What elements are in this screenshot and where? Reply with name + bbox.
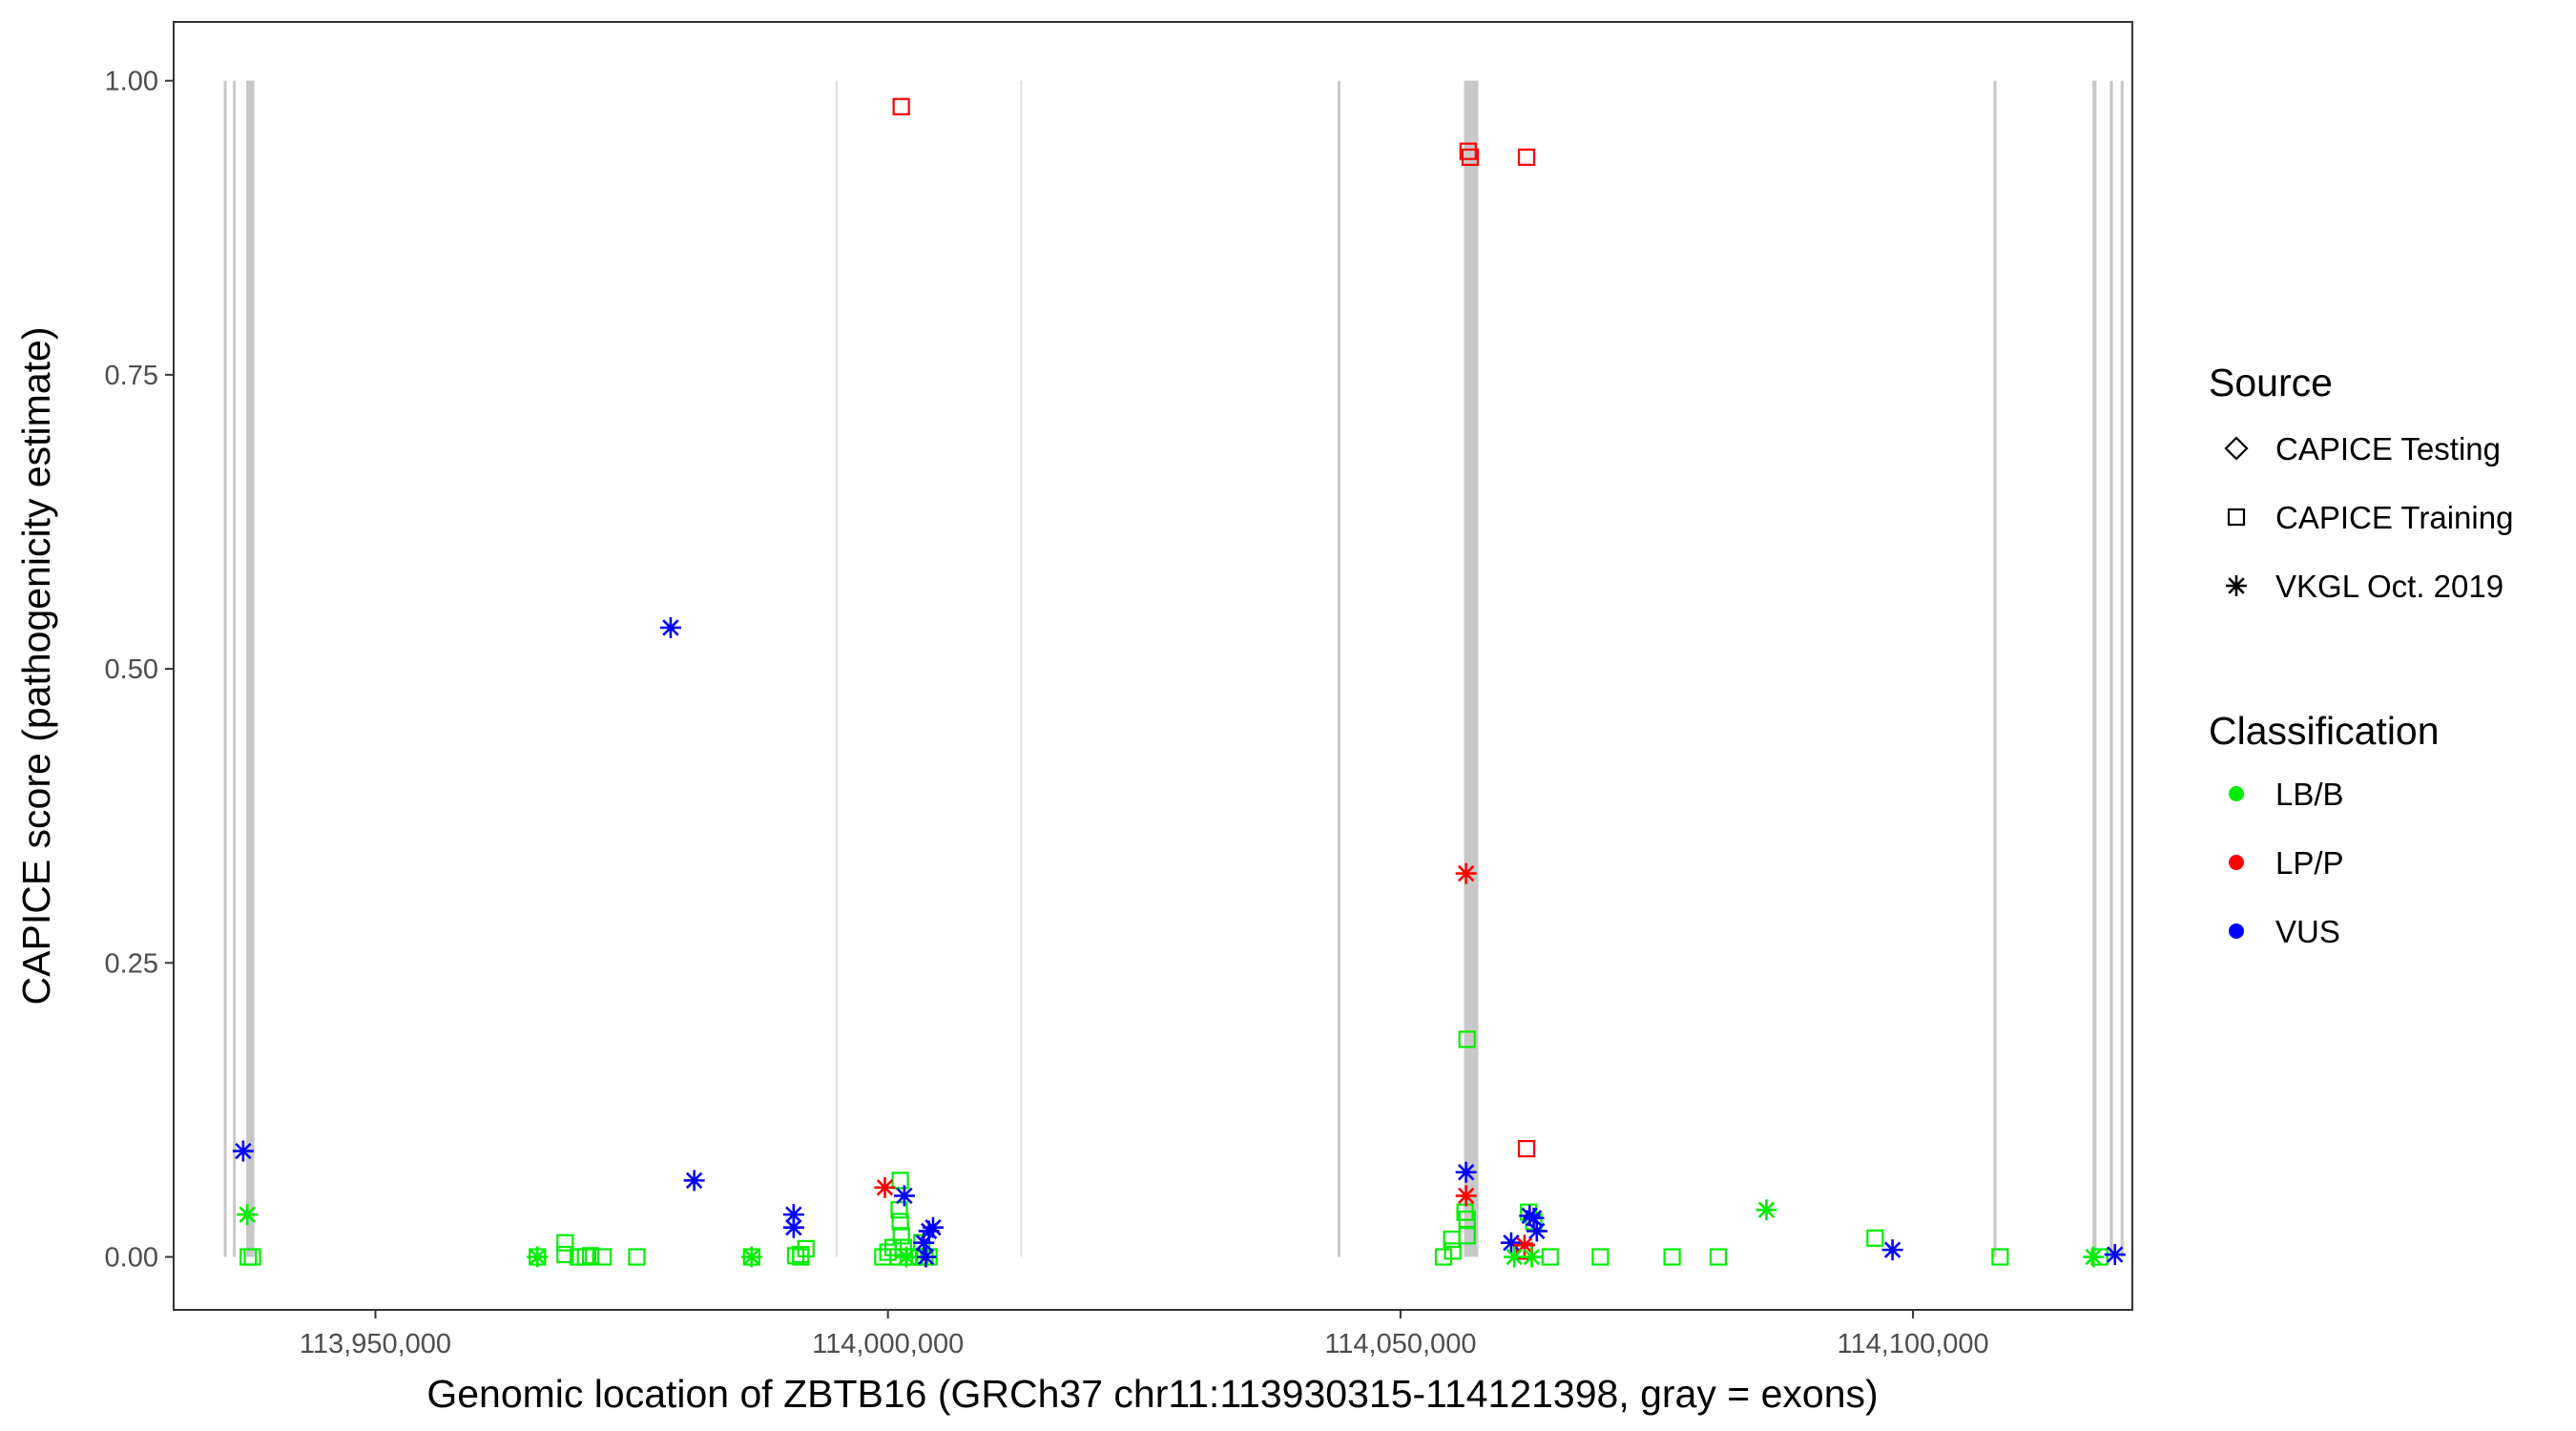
legend-source-key [2227, 508, 2246, 527]
data-point [1459, 142, 1477, 160]
data-point [797, 1239, 815, 1257]
data-point [556, 1234, 574, 1252]
x-tick-label: 113,950,000 [300, 1329, 451, 1359]
legend-classification-title: Classification [2209, 709, 2440, 753]
data-point [1444, 1242, 1462, 1260]
data-point [1521, 1246, 1543, 1268]
data-point [527, 1246, 549, 1268]
x-tick-label: 114,050,000 [1324, 1329, 1476, 1359]
data-point [1517, 1139, 1536, 1158]
data-point [782, 1216, 804, 1238]
data-point [628, 1248, 646, 1266]
data-point [879, 1243, 897, 1261]
data-point [1881, 1239, 1903, 1261]
data-point [582, 1247, 600, 1265]
x-tick-label: 114,100,000 [1838, 1329, 1989, 1359]
exon-band [246, 80, 255, 1257]
data-point [593, 1248, 613, 1266]
x-axis: 113,950,000 114,000,000 114,050,000 114,100… [300, 1310, 1989, 1359]
data-point [740, 1246, 762, 1268]
exon-band [1464, 80, 1479, 1257]
data-point [556, 1245, 574, 1264]
data-point [892, 1227, 910, 1245]
data-point [922, 1216, 944, 1238]
data-point [891, 1213, 909, 1231]
data-point [891, 1172, 909, 1190]
y-tick-label: 0.75 [105, 361, 158, 391]
y-tick-label: 0.50 [105, 654, 158, 685]
legend-source-key [2224, 436, 2249, 461]
data-points [232, 97, 2126, 1268]
data-point [1663, 1248, 1681, 1266]
data-point [892, 97, 910, 115]
data-point [576, 1248, 594, 1266]
y-tick-label: 0.00 [105, 1243, 158, 1274]
data-point [896, 1246, 918, 1268]
data-point [1458, 1030, 1476, 1048]
data-point [1455, 862, 1477, 884]
data-point [1991, 1248, 2009, 1266]
data-point [1517, 148, 1536, 166]
data-point [232, 1140, 254, 1162]
y-axis-title: CAPICE score (pathogenicity estimate) [14, 327, 58, 1006]
data-point [893, 1185, 915, 1207]
plot-panel-border [173, 21, 2133, 1311]
legend-source-label: VKGL Oct. 2019 [2275, 569, 2503, 604]
legend: Source CAPICE Testing CAPICE Training VKGL… [2209, 361, 2513, 949]
data-point [243, 1248, 261, 1266]
legend-source-label: CAPICE Testing [2275, 431, 2501, 467]
data-point [1455, 1161, 1477, 1183]
data-point [1591, 1248, 1610, 1266]
data-point [237, 1204, 259, 1226]
data-point [1455, 1185, 1477, 1207]
data-point [1526, 1220, 1548, 1242]
exon-band [2092, 80, 2097, 1257]
data-point [1523, 1207, 1545, 1229]
legend-class-label: LB/B [2275, 777, 2344, 812]
y-tick-label: 0.25 [105, 948, 158, 979]
x-tick-label: 114,000,000 [812, 1329, 964, 1359]
legend-source-items: CAPICE Testing CAPICE Training VKGL Oct. 2… [2224, 431, 2513, 604]
legend-class-label: LP/P [2275, 845, 2344, 881]
data-point [2104, 1244, 2126, 1266]
exon-band [2109, 80, 2113, 1257]
data-point [874, 1176, 896, 1198]
data-point [1866, 1229, 1884, 1247]
data-point [1755, 1199, 1777, 1221]
data-point [2083, 1246, 2105, 1268]
data-point [1461, 148, 1480, 166]
data-point [659, 616, 681, 638]
data-point [874, 1248, 892, 1266]
data-point [1709, 1248, 1728, 1266]
data-point [782, 1204, 804, 1226]
legend-class-key [2229, 855, 2244, 870]
data-point [915, 1246, 937, 1268]
data-point [1458, 1210, 1476, 1229]
data-point [683, 1170, 705, 1192]
exon-band [223, 80, 227, 1257]
legend-class-key [2229, 786, 2244, 801]
legend-classification-items: LB/B LP/P VUS [2229, 777, 2344, 949]
data-point [1434, 1248, 1453, 1266]
data-point [1500, 1232, 1522, 1254]
data-point [1541, 1248, 1559, 1266]
legend-class-key [2229, 923, 2244, 939]
y-axis: 0.00 0.25 0.50 0.75 1.00 [105, 67, 174, 1274]
legend-source-title: Source [2209, 361, 2333, 404]
legend-source-label: CAPICE Training [2275, 500, 2513, 535]
x-axis-title: Genomic location of ZBTB16 (GRCh37 chr11… [426, 1372, 1878, 1416]
exon-band [233, 80, 237, 1257]
exon-bands [223, 80, 2124, 1257]
y-tick-label: 1.00 [105, 67, 158, 97]
data-point [1443, 1230, 1461, 1249]
legend-class-label: VUS [2275, 914, 2340, 949]
legend-source-key [2226, 575, 2247, 596]
